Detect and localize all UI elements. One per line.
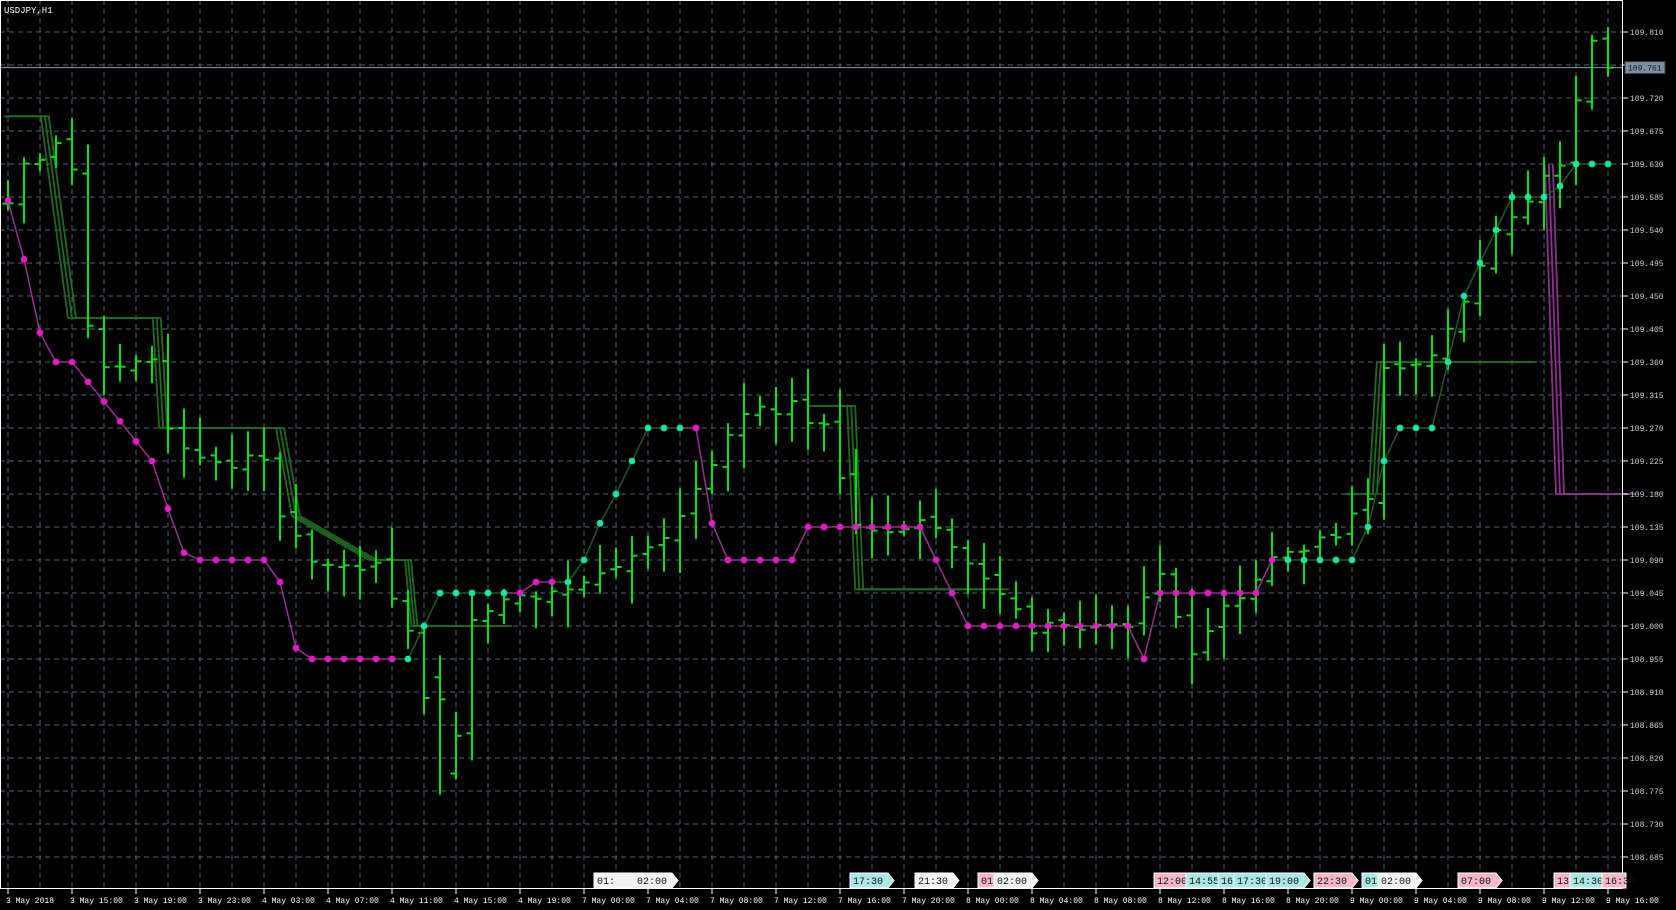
svg-text:14:30: 14:30 [1573,877,1603,888]
svg-text:8 May 00:00: 8 May 00:00 [966,897,1019,906]
svg-text:109.675: 109.675 [1630,128,1664,137]
svg-text:17:30: 17:30 [853,877,883,888]
svg-text:9 May 16:00: 9 May 16:00 [1606,897,1659,906]
svg-text:108.685: 108.685 [1630,854,1664,863]
svg-text:7 May 16:00: 7 May 16:00 [838,897,891,906]
svg-text:9 May 08:00: 9 May 08:00 [1478,897,1531,906]
svg-text:3 May 15:00: 3 May 15:00 [70,897,123,906]
svg-text:3 May 2018: 3 May 2018 [6,897,54,906]
svg-text:109.045: 109.045 [1630,590,1664,599]
svg-text:109.495: 109.495 [1630,260,1664,269]
svg-text:109.540: 109.540 [1630,227,1664,236]
svg-text:02:00: 02:00 [1381,877,1411,888]
svg-text:108.775: 108.775 [1630,788,1664,797]
svg-text:4 May 15:00: 4 May 15:00 [454,897,507,906]
svg-text:21:30: 21:30 [918,877,948,888]
svg-text:3 May 23:00: 3 May 23:00 [198,897,251,906]
svg-text:9 May 00:00: 9 May 00:00 [1350,897,1403,906]
svg-text:7 May 12:00: 7 May 12:00 [774,897,827,906]
svg-text:22:30: 22:30 [1317,877,1347,888]
svg-text:8 May 16:00: 8 May 16:00 [1222,897,1275,906]
svg-text:12:00: 12:00 [1157,877,1187,888]
svg-text:108.955: 108.955 [1630,656,1664,665]
svg-text:7 May 08:00: 7 May 08:00 [710,897,763,906]
svg-text:7 May 00:00: 7 May 00:00 [582,897,635,906]
svg-text:01:: 01: [597,877,615,888]
svg-text:4 May 11:00: 4 May 11:00 [390,897,443,906]
svg-text:8 May 04:00: 8 May 04:00 [1030,897,1083,906]
svg-text:17:30: 17:30 [1237,877,1267,888]
svg-text:4 May 07:00: 4 May 07:00 [326,897,379,906]
svg-text:109.225: 109.225 [1630,458,1664,467]
svg-text:19:00: 19:00 [1269,877,1299,888]
svg-text:9 May 12:00: 9 May 12:00 [1542,897,1595,906]
svg-text:109.180: 109.180 [1630,491,1664,500]
svg-text:7 May 20:00: 7 May 20:00 [902,897,955,906]
svg-text:109.000: 109.000 [1630,623,1664,632]
svg-text:109.761: 109.761 [1628,65,1662,74]
svg-text:4 May 19:00: 4 May 19:00 [518,897,571,906]
svg-text:9 May 04:00: 9 May 04:00 [1414,897,1467,906]
svg-text:109.630: 109.630 [1630,161,1664,170]
svg-text:109.135: 109.135 [1630,524,1664,533]
svg-text:109.720: 109.720 [1630,95,1664,104]
svg-text:02:00: 02:00 [997,877,1027,888]
svg-text:109.270: 109.270 [1630,425,1664,434]
svg-text:109.315: 109.315 [1630,392,1664,401]
svg-text:108.865: 108.865 [1630,722,1664,731]
svg-text:108.820: 108.820 [1630,755,1664,764]
svg-text:109.450: 109.450 [1630,293,1664,302]
svg-text:108.730: 108.730 [1630,821,1664,830]
svg-text:109.360: 109.360 [1630,359,1664,368]
svg-text:8 May 08:00: 8 May 08:00 [1094,897,1147,906]
svg-text:07:00: 07:00 [1461,877,1491,888]
svg-text:3 May 19:00: 3 May 19:00 [134,897,187,906]
svg-text:109.090: 109.090 [1630,557,1664,566]
svg-text:109.585: 109.585 [1630,194,1664,203]
svg-text:02:00: 02:00 [637,877,667,888]
svg-text:109.810: 109.810 [1630,29,1664,38]
svg-text:8 May 12:00: 8 May 12:00 [1158,897,1211,906]
svg-text:16:30: 16:30 [1605,877,1635,888]
svg-text:7 May 04:00: 7 May 04:00 [646,897,699,906]
svg-text:4 May 03:00: 4 May 03:00 [262,897,315,906]
svg-text:USDJPY,H1: USDJPY,H1 [4,6,53,16]
svg-text:8 May 20:00: 8 May 20:00 [1286,897,1339,906]
svg-text:108.910: 108.910 [1630,689,1664,698]
svg-text:109.405: 109.405 [1630,326,1664,335]
svg-text:14:55: 14:55 [1189,877,1219,888]
